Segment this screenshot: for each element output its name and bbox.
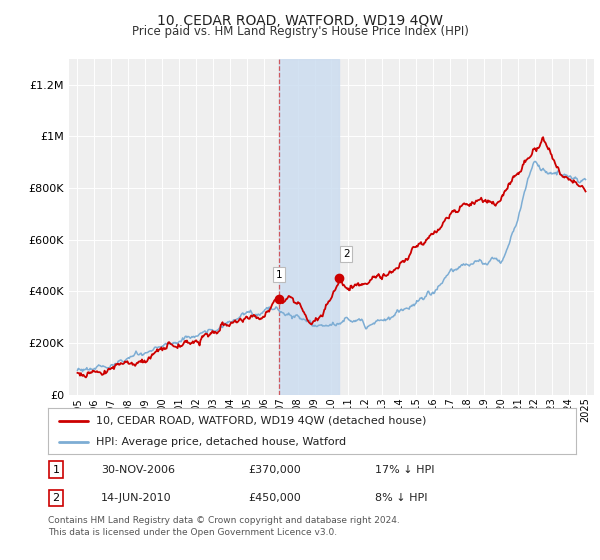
Text: 2: 2 xyxy=(52,493,59,503)
Text: 10, CEDAR ROAD, WATFORD, WD19 4QW (detached house): 10, CEDAR ROAD, WATFORD, WD19 4QW (detac… xyxy=(95,416,426,426)
Text: 10, CEDAR ROAD, WATFORD, WD19 4QW: 10, CEDAR ROAD, WATFORD, WD19 4QW xyxy=(157,14,443,28)
Text: £450,000: £450,000 xyxy=(248,493,301,503)
Text: 2: 2 xyxy=(343,249,349,259)
Text: 8% ↓ HPI: 8% ↓ HPI xyxy=(376,493,428,503)
Text: 14-JUN-2010: 14-JUN-2010 xyxy=(101,493,172,503)
Bar xyxy=(280,59,339,395)
Text: £370,000: £370,000 xyxy=(248,465,301,475)
Text: Contains HM Land Registry data © Crown copyright and database right 2024.
This d: Contains HM Land Registry data © Crown c… xyxy=(48,516,400,537)
Text: 1: 1 xyxy=(52,465,59,475)
Text: Price paid vs. HM Land Registry's House Price Index (HPI): Price paid vs. HM Land Registry's House … xyxy=(131,25,469,38)
Text: 30-NOV-2006: 30-NOV-2006 xyxy=(101,465,175,475)
Text: 1: 1 xyxy=(276,269,283,279)
Text: HPI: Average price, detached house, Watford: HPI: Average price, detached house, Watf… xyxy=(95,437,346,447)
Text: 17% ↓ HPI: 17% ↓ HPI xyxy=(376,465,435,475)
